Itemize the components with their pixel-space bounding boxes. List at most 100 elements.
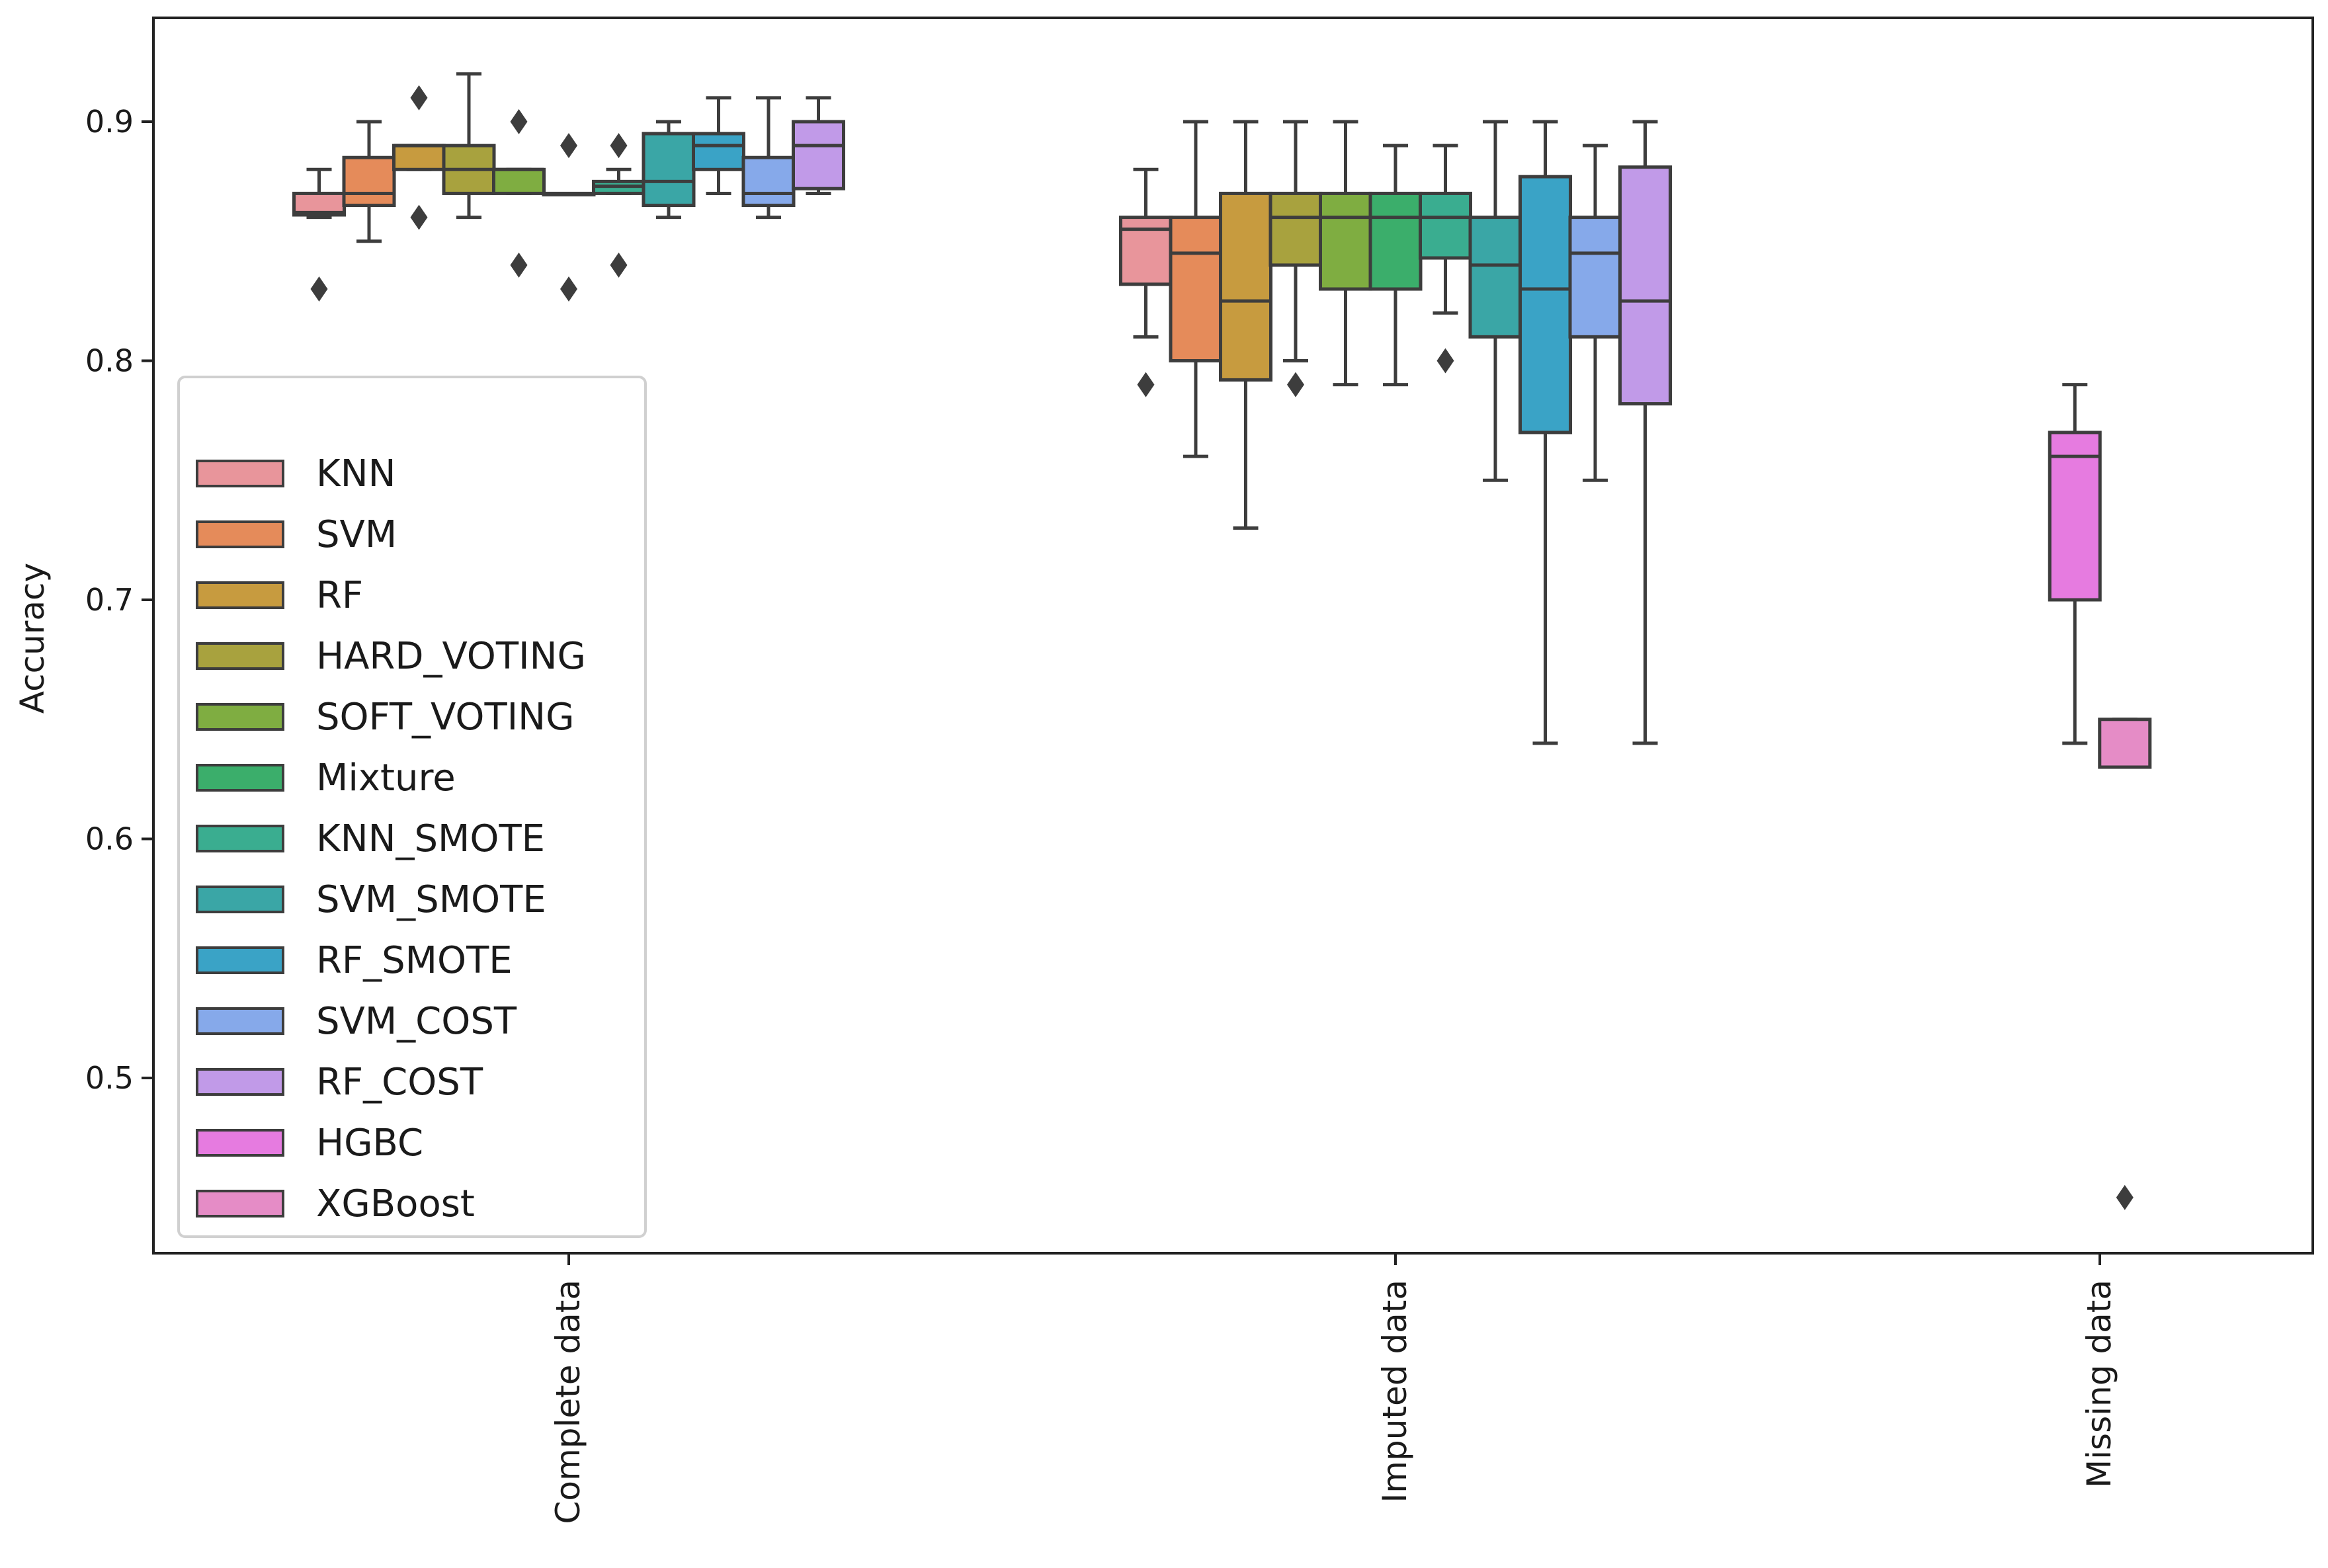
- box-rf_smote-complete-data: [692, 96, 745, 195]
- box-body: [1419, 191, 1472, 260]
- legend-entry-hgbc: HGBC: [196, 1122, 423, 1165]
- legend-label: SVM: [316, 513, 397, 556]
- box-rf_cost-complete-data: [792, 96, 845, 195]
- box-knn-complete-data: [292, 167, 346, 302]
- legend-swatch: [196, 1068, 284, 1096]
- legend-swatch: [196, 1190, 284, 1217]
- box-body: [1268, 191, 1323, 267]
- flier-point: [2116, 1184, 2134, 1210]
- box-body: [1219, 191, 1272, 382]
- legend-entry-hard_voting: HARD_VOTING: [196, 635, 586, 678]
- legend-entry-soft_voting: SOFT_VOTING: [196, 696, 574, 739]
- box-body: [1568, 216, 1622, 339]
- flier-point: [1436, 348, 1454, 374]
- flier-point: [410, 204, 428, 230]
- flier-point: [560, 133, 577, 159]
- flier-point: [310, 276, 328, 302]
- box-hard_voting-complete-data: [442, 72, 496, 220]
- box-xgboost-missing-data: [2098, 718, 2152, 1210]
- legend-swatch: [196, 825, 284, 852]
- box-svm-imputed-data: [1169, 120, 1223, 458]
- box-body: [692, 132, 745, 171]
- box-rf_smote-imputed-data: [1518, 120, 1572, 745]
- box-body: [2048, 431, 2102, 602]
- legend-entry-svm: SVM: [196, 513, 397, 556]
- box-body: [392, 144, 446, 171]
- y-tick-label: 0.8: [85, 343, 134, 379]
- box-svm_cost-imputed-data: [1568, 144, 1622, 482]
- box-knn_smote-imputed-data: [1419, 144, 1472, 374]
- legend-frame: [177, 376, 647, 1238]
- box-body: [792, 120, 845, 190]
- flier-point: [510, 252, 528, 278]
- legend-label: HGBC: [316, 1122, 423, 1165]
- flier-point: [410, 85, 428, 110]
- box-body: [1169, 216, 1223, 362]
- x-tick-label: Complete data: [549, 1280, 587, 1524]
- legend-entry-svm_smote: SVM_SMOTE: [196, 878, 546, 921]
- y-axis: 0.5 0.6 0.7 0.8 0.9: [85, 104, 153, 1096]
- legend-swatch: [196, 703, 284, 731]
- box-body: [1319, 191, 1372, 291]
- legend-swatch: [196, 642, 284, 670]
- legend-entry-knn: KNN: [196, 452, 396, 495]
- legend-label: SVM_COST: [316, 1000, 517, 1043]
- legend-swatch: [196, 764, 284, 792]
- legend: KNN SVM RF HARD_VOTING SOFT_VOTING Mixture KNN…: [177, 376, 647, 1238]
- y-tick-label: 0.9: [85, 104, 134, 140]
- legend-label: Mixture: [316, 757, 456, 800]
- flier-point: [610, 252, 628, 278]
- legend-label: RF_COST: [316, 1061, 483, 1104]
- legend-swatch: [196, 886, 284, 913]
- legend-label: KNN_SMOTE: [316, 817, 545, 860]
- box-body: [642, 132, 696, 208]
- legend-swatch: [196, 1129, 284, 1157]
- x-axis: Complete data Imputed data Missing data: [549, 1253, 2118, 1524]
- legend-entry-rf_cost: RF_COST: [196, 1061, 483, 1104]
- y-axis-label: Accuracy: [13, 563, 52, 714]
- box-svm-complete-data: [342, 120, 396, 243]
- flier-point: [610, 133, 628, 159]
- legend-label: RF: [316, 574, 363, 617]
- box-body: [342, 155, 396, 208]
- legend-label: KNN: [316, 452, 396, 495]
- box-knn_smote-complete-data: [592, 133, 645, 278]
- y-tick-label: 0.7: [85, 582, 134, 618]
- flier-point: [1137, 372, 1155, 397]
- flier-point: [1287, 372, 1304, 397]
- box-soft_voting-imputed-data: [1319, 120, 1372, 387]
- box-mixture-complete-data: [542, 133, 596, 302]
- legend-entry-mixture: Mixture: [196, 757, 456, 800]
- legend-entry-rf: RF: [196, 574, 363, 617]
- legend-label: XGBoost: [316, 1182, 475, 1225]
- box-hard_voting-imputed-data: [1268, 120, 1323, 397]
- flier-point: [510, 109, 528, 134]
- box-svm_smote-imputed-data: [1468, 120, 1522, 482]
- legend-swatch: [196, 581, 284, 609]
- box-rf-complete-data: [392, 85, 446, 230]
- legend-label: RF_SMOTE: [316, 939, 513, 982]
- legend-swatch: [196, 460, 284, 487]
- y-tick-label: 0.6: [85, 821, 134, 857]
- box-svm_cost-complete-data: [741, 96, 796, 220]
- x-tick-label: Imputed data: [1376, 1280, 1414, 1503]
- box-hgbc-missing-data: [2048, 383, 2102, 745]
- plot-area-frame: [152, 17, 2314, 1255]
- box-body: [1518, 175, 1572, 434]
- legend-entry-xgboost: XGBoost: [196, 1182, 475, 1225]
- legend-label: SOFT_VOTING: [316, 696, 574, 739]
- box-soft_voting-complete-data: [492, 109, 546, 278]
- box-rf-imputed-data: [1219, 120, 1272, 530]
- box-body: [741, 155, 796, 208]
- box-mixture-imputed-data: [1368, 144, 1423, 387]
- legend-label: SVM_SMOTE: [316, 878, 546, 921]
- flier-point: [560, 276, 577, 302]
- box-rf_cost-imputed-data: [1618, 120, 1672, 745]
- box-body: [2098, 718, 2152, 769]
- box-knn-imputed-data: [1119, 167, 1173, 397]
- box-svm_smote-complete-data: [642, 120, 696, 220]
- boxes-layer: [292, 72, 2152, 1210]
- y-tick-label: 0.5: [85, 1060, 134, 1096]
- box-body: [1468, 216, 1522, 339]
